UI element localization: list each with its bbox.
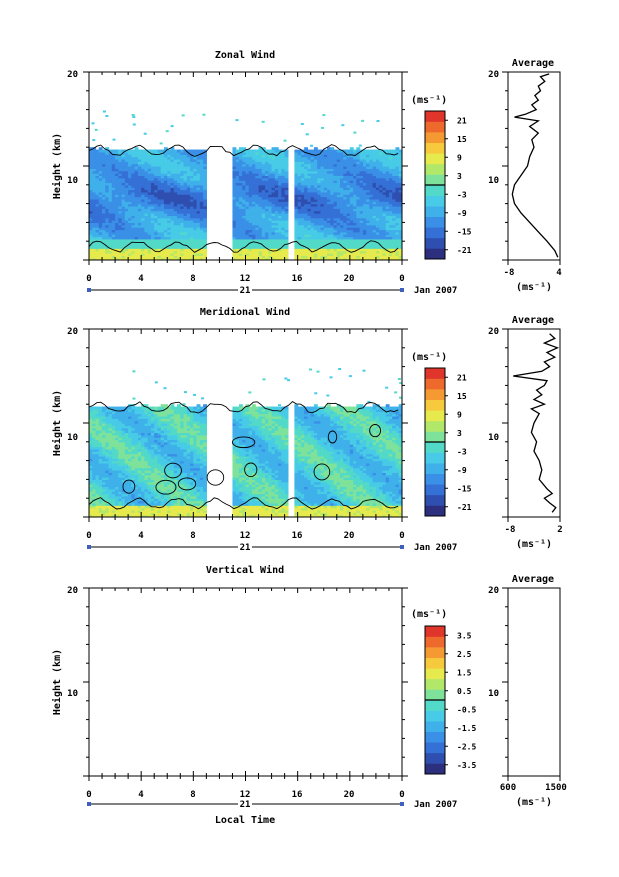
- zonal-wind-profile-ticks: [502, 72, 560, 265]
- heatmap-cell: [361, 120, 364, 122]
- heatmap-cell: [341, 124, 344, 126]
- heatmap-cell: [133, 124, 136, 126]
- heatmap-cell: [91, 122, 94, 124]
- colorbar-segment: [425, 248, 445, 259]
- colorbar-segment: [425, 196, 445, 207]
- heatmap-cell: [353, 132, 356, 134]
- zonal-wind-profile-line: [512, 74, 558, 257]
- heatmap-cell: [359, 145, 362, 147]
- zonal-wind-profile-y-tick-20: 20: [488, 70, 499, 80]
- zonal-wind-profile-axes: [508, 72, 560, 260]
- zonal-wind-day-line-right-cap: [400, 288, 404, 292]
- heatmap-cell: [306, 133, 309, 135]
- meridional-wind-panel: Meridional Wind Height (km) 10 20 0 4 8 …: [51, 306, 563, 553]
- heatmap-cell: [103, 111, 106, 113]
- heatmap-cell: [262, 121, 265, 123]
- colorbar-segment: [425, 164, 445, 175]
- zonal-wind-day-line-left-cap: [87, 288, 91, 292]
- heatmap-cell: [160, 142, 163, 144]
- heatmap-cell: [202, 114, 205, 116]
- zonal-wind-profile-xlabel: (ms⁻¹): [516, 282, 552, 293]
- zonal-wind-x-tick-16: 16: [292, 274, 303, 284]
- heatmap-cell: [95, 129, 98, 131]
- zonal-wind-colorbar: 21 15 9 3 -3 -9 -15 -21: [425, 111, 472, 259]
- heatmap-cell: [322, 114, 325, 116]
- zonal-wind-x-tick-8: 8: [190, 274, 195, 284]
- heatmap-cell: [132, 116, 135, 118]
- colorbar-tick-label: 3: [457, 172, 462, 181]
- zonal-wind-profile-title: Average: [512, 58, 554, 69]
- meridional-wind-heatmap: [89, 368, 403, 518]
- zonal-wind-y-tick-10: 10: [67, 176, 78, 186]
- zonal-wind-heatmap: [89, 111, 405, 261]
- zonal-wind-x-tick-4: 4: [138, 274, 144, 284]
- zonal-wind-profile-y-tick-10: 10: [488, 176, 499, 186]
- heatmap-cell: [182, 114, 185, 116]
- zonal-wind-title: Zonal Wind: [215, 49, 275, 61]
- zonal-wind-x-tick-24: 0: [399, 274, 404, 284]
- zonal-wind-profile: Average 10 20 -8 4 (ms⁻¹): [488, 58, 562, 293]
- zonal-wind-day-label: 21: [240, 286, 251, 296]
- colorbar-tick-label: -9: [457, 209, 467, 218]
- heatmap-cell: [132, 114, 135, 116]
- zonal-wind-ylabel: Height (km): [51, 133, 63, 199]
- colorbar-tick-label: 15: [457, 135, 467, 144]
- colorbar-segment: [425, 185, 445, 196]
- zonal-wind-date-label: Jan 2007: [414, 286, 457, 296]
- colorbar-segment: [425, 122, 445, 133]
- colorbar-segment: [425, 111, 445, 122]
- meridional-wind-title: Meridional Wind: [200, 306, 290, 318]
- colorbar-tick-label: 21: [457, 116, 467, 125]
- colorbar-tick-label: -3: [457, 190, 467, 199]
- zonal-wind-x-tick-20: 20: [344, 274, 355, 284]
- heatmap-cell: [92, 139, 95, 141]
- heatmap-cell: [113, 139, 116, 141]
- heatmap-cell: [105, 115, 108, 117]
- zonal-wind-x-tick-12: 12: [240, 274, 251, 284]
- colorbar-segment: [425, 174, 445, 185]
- colorbar-tick-label: 9: [457, 153, 462, 162]
- zonal-wind-panel: Zonal Wind Height (km) 10 20 0 4 8 12 16…: [51, 49, 562, 296]
- colorbar-segment: [425, 238, 445, 249]
- colorbar-segment: [425, 132, 445, 143]
- colorbar-tick-label: -15: [457, 227, 472, 236]
- colorbar-tick-label: -21: [457, 246, 472, 255]
- zonal-wind-colorbar-unit: (ms⁻¹): [411, 95, 447, 106]
- zonal-wind-y-tick-20: 20: [67, 70, 78, 80]
- heatmap-cell: [321, 127, 324, 129]
- heatmap-cell: [284, 140, 287, 142]
- heatmap-cell: [301, 123, 304, 125]
- colorbar-segment: [425, 206, 445, 217]
- heatmap-cell: [171, 125, 174, 127]
- colorbar-segment: [425, 153, 445, 164]
- heatmap-cell: [166, 130, 169, 132]
- heatmap-cell: [144, 133, 147, 135]
- heatmap-cell: [377, 120, 380, 122]
- colorbar-segment: [425, 217, 445, 228]
- zonal-wind-profile-x-tick-max: 4: [556, 268, 562, 278]
- zonal-wind-profile-x-tick-min: -8: [504, 268, 515, 278]
- heatmap-cell: [310, 145, 313, 147]
- zonal-wind-x-tick-0: 0: [86, 274, 91, 284]
- colorbar-segment: [425, 143, 445, 154]
- heatmap-cell: [235, 119, 238, 121]
- colorbar-segment: [425, 227, 445, 238]
